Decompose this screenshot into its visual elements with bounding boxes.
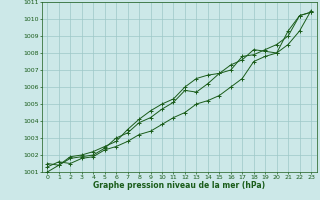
X-axis label: Graphe pression niveau de la mer (hPa): Graphe pression niveau de la mer (hPa) — [93, 181, 265, 190]
